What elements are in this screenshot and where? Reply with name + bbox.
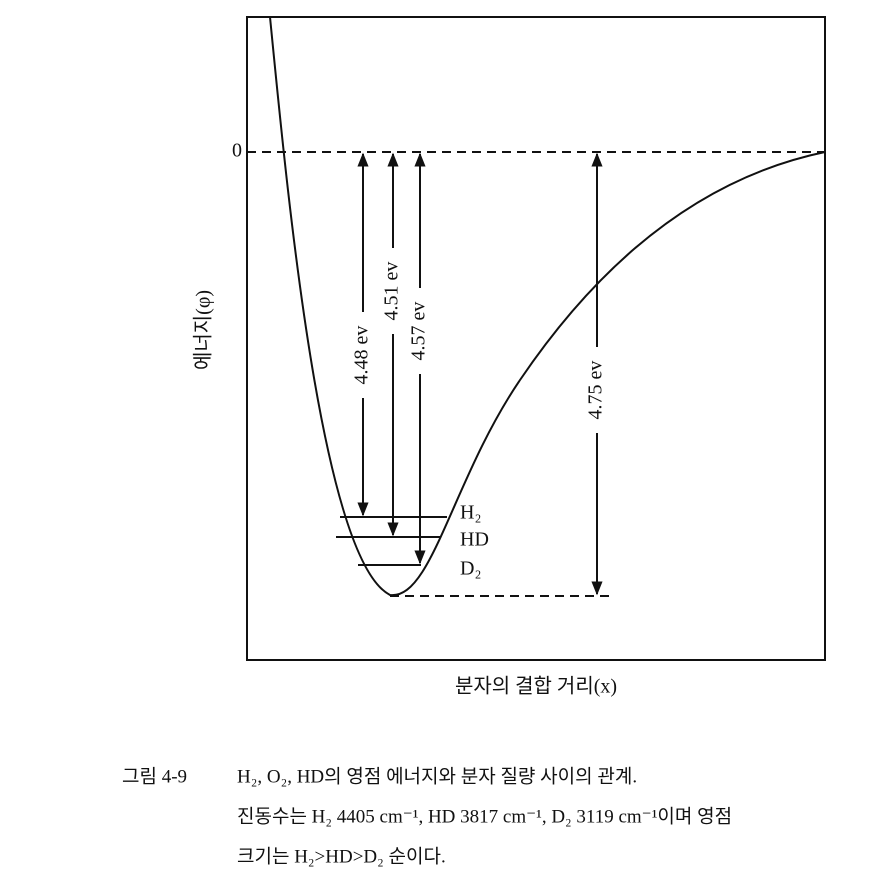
label-bg bbox=[410, 288, 430, 374]
label-bg bbox=[383, 248, 403, 334]
caption-line: H₂, O₂, HD의 영점 에너지와 분자 질량 사이의 관계. bbox=[237, 765, 637, 787]
label-bg bbox=[587, 347, 607, 433]
energy-label: 4.75 ev bbox=[585, 361, 607, 420]
caption-line: 크기는 H₂>HD>D₂ 순이다. bbox=[237, 845, 446, 867]
x-axis-label: 분자의 결합 거리(x) bbox=[455, 675, 617, 698]
label-bg bbox=[353, 312, 373, 398]
level-label: D₂ bbox=[460, 558, 481, 580]
energy-label: 4.48 ev bbox=[351, 326, 373, 385]
level-label: HD bbox=[460, 529, 489, 551]
y-axis-label: 에너지(φ) bbox=[192, 290, 215, 370]
level-label: H₂ bbox=[460, 502, 481, 524]
caption-number: 그림 4-9 bbox=[122, 765, 187, 787]
potential-curve bbox=[269, 16, 826, 597]
frame bbox=[246, 16, 826, 661]
caption-line: 진동수는 H₂ 4405 cm⁻¹, HD 3817 cm⁻¹, D₂ 3119… bbox=[237, 805, 732, 827]
energy-label: 4.57 ev bbox=[408, 302, 430, 361]
zero-label: 0 bbox=[232, 140, 242, 162]
energy-label: 4.51 ev bbox=[381, 262, 403, 321]
